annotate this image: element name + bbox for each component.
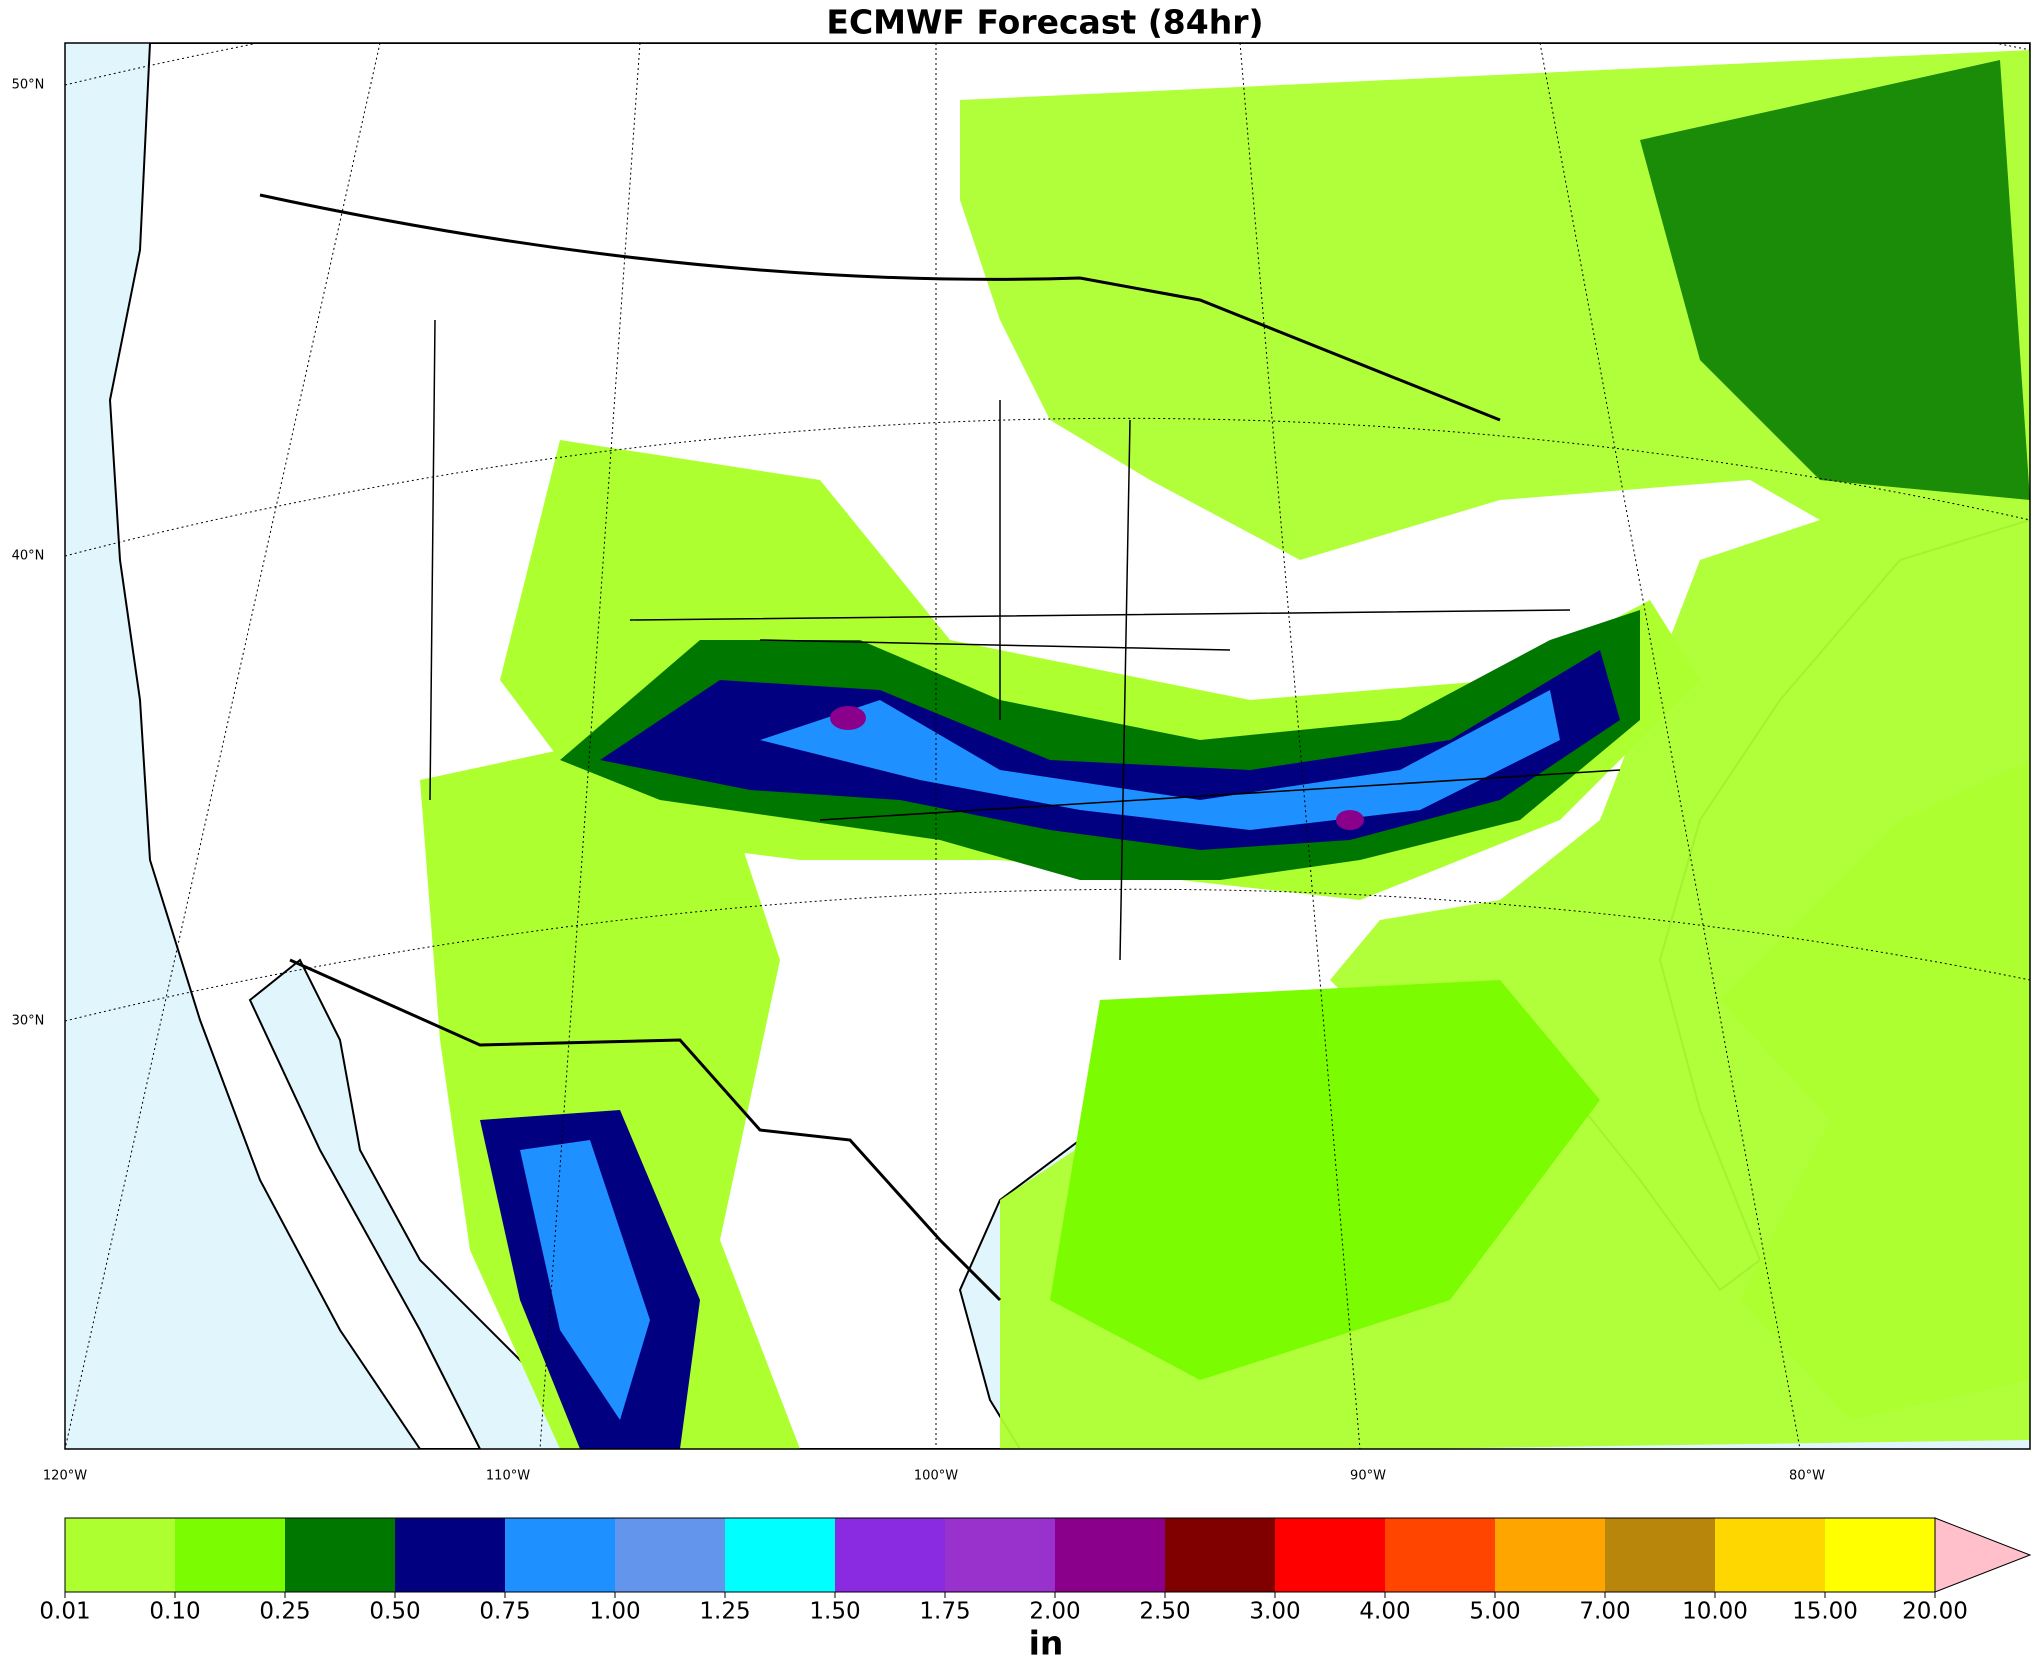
colorbar-label: 1.75 xyxy=(919,1599,970,1625)
colorbar-segment xyxy=(1495,1518,1606,1592)
map-frame xyxy=(64,42,2031,1450)
colorbar-label: 0.01 xyxy=(39,1599,90,1625)
colorbar-label: 20.00 xyxy=(1902,1599,1968,1625)
colorbar-segment xyxy=(175,1518,286,1592)
map xyxy=(65,43,2030,1449)
colorbar: 0.01 0.10 0.25 0.50 0.75 1.00 1.25 1.50 1.75 2.00… xyxy=(39,1517,2032,1625)
colorbar-label: 1.50 xyxy=(809,1599,860,1625)
lat-labels: 50°N 40°N 30°N xyxy=(12,78,45,1029)
precip-heavy xyxy=(1640,60,2030,500)
colorbar-segment xyxy=(725,1518,836,1592)
colorbar-label: 4.00 xyxy=(1359,1599,1410,1625)
border xyxy=(289,958,1002,1302)
colorbar-segment xyxy=(615,1518,726,1592)
colorbar-extension xyxy=(1934,1517,2032,1593)
colorbar-label: 5.00 xyxy=(1469,1599,1520,1625)
lon-label: 90°W xyxy=(1350,1469,1386,1484)
lat-label: 40°N xyxy=(12,549,45,564)
colorbar-label: 2.00 xyxy=(1029,1599,1080,1625)
precip-moderate xyxy=(1050,980,1600,1380)
colorbar-segment xyxy=(285,1518,396,1592)
colorbar-segment xyxy=(945,1518,1056,1592)
colorbar-unit: in xyxy=(1029,1624,1064,1663)
colorbar-label: 0.10 xyxy=(149,1599,200,1625)
colorbar-label: 15.00 xyxy=(1792,1599,1858,1625)
colorbar-label: 7.00 xyxy=(1579,1599,1630,1625)
lon-label: 120°W xyxy=(43,1469,87,1484)
colorbar-label: 1.00 xyxy=(589,1599,640,1625)
precip-light xyxy=(1720,760,2030,1420)
colorbar-label: 1.25 xyxy=(699,1599,750,1625)
colorbar-label: 0.50 xyxy=(369,1599,420,1625)
colorbar-segment xyxy=(505,1518,616,1592)
precip-band-core xyxy=(520,1140,650,1420)
lat-label: 50°N xyxy=(12,78,45,93)
lat-label: 30°N xyxy=(12,1014,45,1029)
border xyxy=(259,193,1501,422)
colorbar-segment xyxy=(1825,1518,1936,1592)
state-lines xyxy=(429,319,1621,961)
precip-max xyxy=(1336,810,1364,830)
colorbar-segment xyxy=(1605,1518,1716,1592)
precip-band-core xyxy=(760,690,1560,830)
colorbar-segment xyxy=(65,1518,176,1592)
colorbar-segment xyxy=(835,1518,946,1592)
colorbar-label: 0.25 xyxy=(259,1599,310,1625)
lon-label: 100°W xyxy=(914,1469,958,1484)
colorbar-segment xyxy=(1165,1518,1276,1592)
colorbar-label: 3.00 xyxy=(1249,1599,1300,1625)
colorbar-segment xyxy=(1055,1518,1166,1592)
precip-max xyxy=(830,706,866,730)
colorbar-label: 10.00 xyxy=(1682,1599,1748,1625)
colorbar-segment xyxy=(1275,1518,1386,1592)
lon-label: 80°W xyxy=(1789,1469,1825,1484)
lon-label: 110°W xyxy=(486,1469,530,1484)
colorbar-segment xyxy=(1715,1518,1826,1592)
colorbar-segment xyxy=(1385,1518,1496,1592)
graticule xyxy=(65,43,2030,1449)
colorbar-label: 0.75 xyxy=(479,1599,530,1625)
map-title: ECMWF Forecast (84hr) xyxy=(826,3,1263,42)
lon-labels: 120°W 110°W 100°W 90°W 80°W xyxy=(43,1469,1825,1484)
colorbar-frame xyxy=(64,1517,1936,1593)
colorbar-label: 2.50 xyxy=(1139,1599,1190,1625)
colorbar-segment xyxy=(395,1518,506,1592)
